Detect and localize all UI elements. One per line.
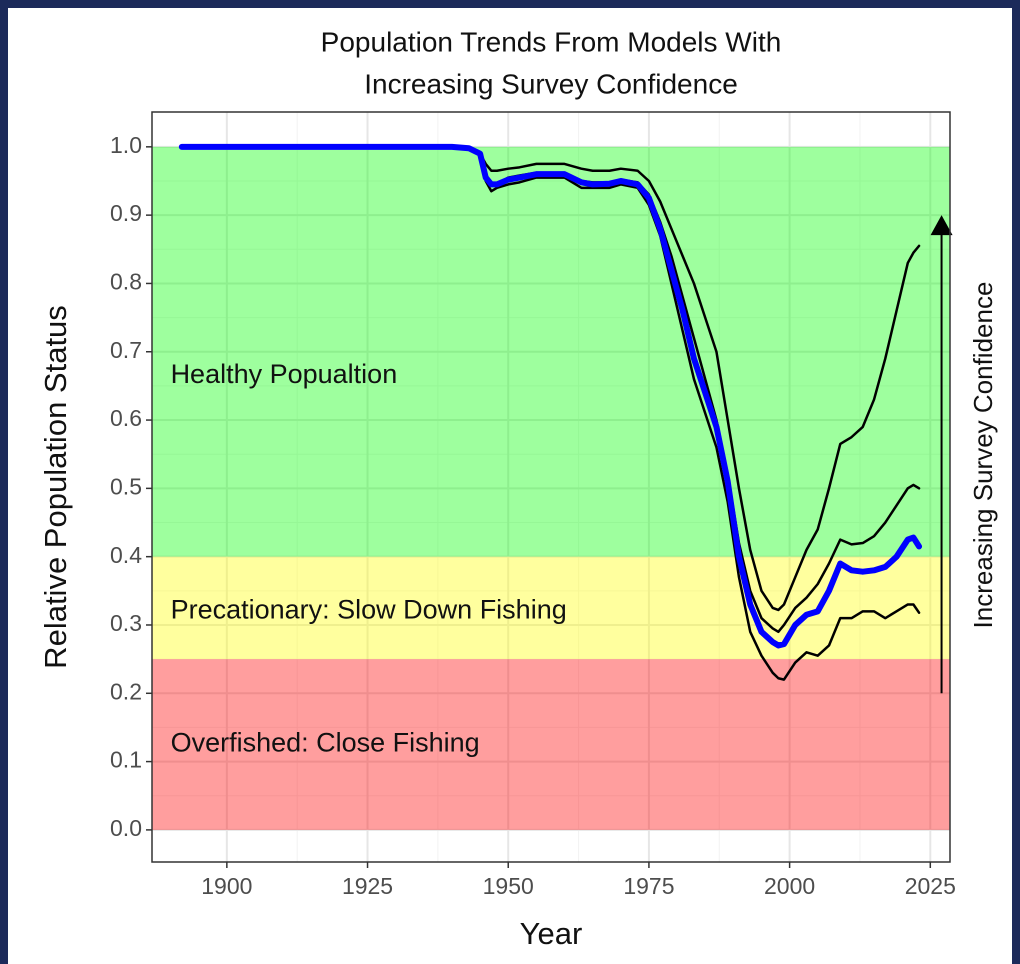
y-tick-label: 1.0 [110, 132, 142, 158]
y-tick-label: 0.7 [110, 337, 142, 363]
arrow-label: Increasing Survey Confidence [968, 282, 998, 629]
arrow-head [930, 215, 953, 236]
x-tick-label: 1975 [623, 873, 674, 899]
y-tick-label: 0.9 [110, 200, 142, 226]
y-tick-label: 0.3 [110, 610, 142, 636]
zone [152, 146, 950, 557]
y-tick-label: 0.2 [110, 678, 142, 704]
chart-title: Increasing Survey Confidence [364, 68, 738, 99]
x-tick-label: 2000 [764, 873, 815, 899]
y-axis-title: Relative Population Status [38, 305, 73, 669]
y-tick-label: 0.8 [110, 269, 142, 295]
x-tick-label: 1900 [201, 873, 252, 899]
zone [152, 659, 950, 830]
zone-label: Precationary: Slow Down Fishing [171, 594, 567, 624]
zone-label: Healthy Popualtion [171, 359, 398, 389]
x-tick-label: 1950 [483, 873, 534, 899]
line-series [178, 143, 923, 649]
y-tick-label: 0.5 [110, 473, 142, 499]
x-axis-title: Year [520, 916, 583, 951]
y-tick-label: 0.1 [110, 747, 142, 773]
zone-label: Overfished: Close Fishing [171, 728, 480, 758]
y-tick-label: 0.0 [110, 815, 142, 841]
x-tick-label: 2025 [905, 873, 956, 899]
panel-border [151, 111, 951, 863]
y-tick-label: 0.6 [110, 405, 142, 431]
x-tick-label: 1925 [342, 873, 393, 899]
y-tick-label: 0.4 [110, 542, 142, 568]
chart-title: Population Trends From Models With [321, 26, 782, 57]
